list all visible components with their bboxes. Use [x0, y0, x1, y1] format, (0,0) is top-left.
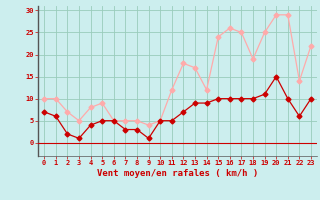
X-axis label: Vent moyen/en rafales ( km/h ): Vent moyen/en rafales ( km/h ): [97, 169, 258, 178]
